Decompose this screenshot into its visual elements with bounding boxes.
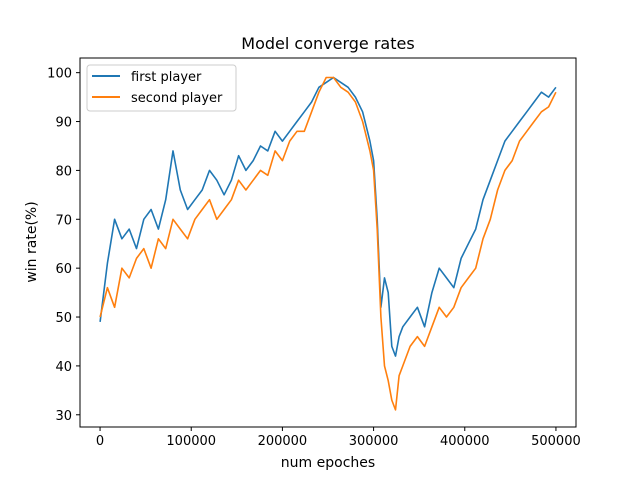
legend-box	[86, 64, 237, 112]
x-tick-label: 100000	[166, 434, 216, 449]
y-tick-label: 100	[47, 67, 72, 82]
x-axis-label: num epoches	[281, 455, 375, 471]
series-line-second-player	[99, 76, 557, 411]
x-tick-label: 0	[96, 434, 104, 449]
y-tick-label: 70	[55, 213, 72, 228]
y-tick-label: 90	[55, 116, 72, 131]
plot-frame	[79, 57, 577, 428]
y-tick-label: 50	[55, 311, 72, 326]
chart-title: Model converge rates	[241, 34, 414, 53]
x-axis: 0 100000 200000 300000 400000 500000	[96, 427, 581, 449]
y-axis: 30 40 50 60 70 80 90 100	[47, 67, 80, 424]
series-line-first-player	[99, 76, 557, 357]
x-tick-label: 300000	[349, 434, 399, 449]
y-tick-label: 60	[55, 262, 72, 277]
x-tick-label: 200000	[258, 434, 308, 449]
legend-label-second-player: second player	[131, 91, 223, 106]
y-axis-label: win rate(%)	[24, 201, 40, 282]
legend: first player second player	[86, 64, 237, 112]
x-tick-label: 500000	[531, 434, 581, 449]
x-tick-label: 400000	[440, 434, 490, 449]
series-lines	[99, 76, 557, 411]
y-tick-label: 80	[55, 164, 72, 179]
y-tick-label: 30	[55, 409, 72, 424]
y-tick-label: 40	[55, 360, 72, 375]
legend-label-first-player: first player	[131, 70, 202, 85]
